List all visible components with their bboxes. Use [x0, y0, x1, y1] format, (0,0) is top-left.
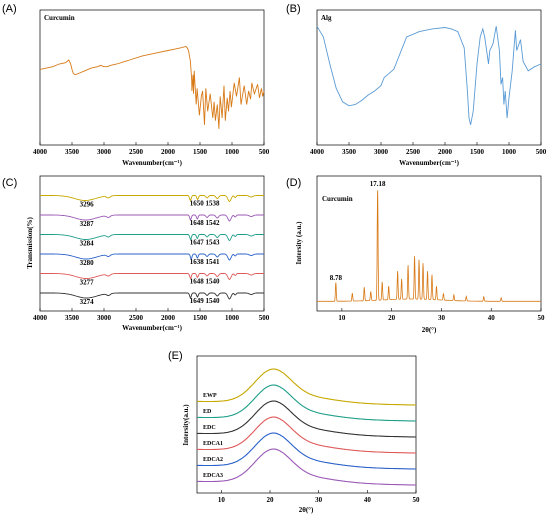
panel-c-xtick-label: 1500: [193, 314, 208, 322]
panel-d-xtick-label: 10: [338, 314, 346, 322]
panel-b-xtick-label: 2500: [406, 148, 421, 156]
panel-c-oh-peak-label: 3284: [80, 240, 95, 248]
panel-e-series-line: [197, 368, 416, 406]
panel-c-amide-peak-label: 1638 1541: [190, 258, 220, 266]
panel-b-xtick-label: 1000: [502, 148, 517, 156]
panel-c-amide-peak-label: 1647 1543: [190, 239, 220, 247]
panel-c-series-line: [40, 195, 264, 203]
panel-c-xtick-label: 3500: [65, 314, 80, 322]
panel-b-alg-line: [316, 25, 542, 125]
panel-d-xtick-label: 40: [488, 314, 496, 322]
panel-d-ylabel: Intersity (a.u.): [295, 221, 303, 265]
panel-a-xtick-label: 1000: [225, 148, 240, 156]
panel-a-xtick-label: 3000: [97, 148, 112, 156]
panel-b-xtick-label: 500: [536, 148, 547, 156]
panel-b-xtick-label: 3000: [374, 148, 389, 156]
panel-e-series-line: [197, 400, 416, 438]
panel-c-amide-peak-label: 1650 1538: [190, 200, 220, 208]
panel-b-frame: [316, 9, 542, 146]
panel-e-series-label: EDCA3: [203, 473, 223, 479]
panel-d-title: Curcumin: [322, 195, 353, 203]
panel-a-xtick-label: 2500: [129, 148, 144, 156]
panel-e-xtick-label: 20: [267, 496, 275, 504]
panel-d-peak-label: 8.78: [330, 274, 343, 282]
panel-c-xtick-label: 500: [259, 314, 270, 322]
panel-d-xlabel: 2θ(°): [422, 326, 437, 334]
panel-a-curcumin-line: [39, 46, 265, 129]
panel-e-series-line: [197, 416, 416, 454]
panel-c-amide-peak-label: 1648 1540: [190, 278, 220, 286]
panel-e-series-line: [197, 448, 416, 486]
panel-b-label: (B): [286, 3, 301, 15]
panel-e-xtick-label: 50: [413, 496, 421, 504]
panel-e-xtick-label: 30: [315, 496, 323, 504]
panel-c-amide-peak-label: 1648 1542: [190, 219, 220, 227]
panel-c-oh-peak-label: 3287: [80, 220, 95, 228]
panel-c-oh-peak-label: 3280: [80, 259, 95, 267]
panel-c-series-line: [40, 273, 264, 281]
panel-e-series-line: [197, 384, 416, 422]
panel-a: (A) Curcumin 4000 3500 3000 2500 2000 1500 100…: [2, 3, 270, 167]
panel-d: (D) Curcumin 10 20 30 40 50 2θ(°) Intersity …: [286, 175, 546, 334]
panel-c-series-line: [40, 214, 264, 222]
panel-e-series-label: EWP: [203, 393, 217, 399]
panel-c-xlabel: Wavenumber(cm⁻¹): [122, 324, 183, 332]
panel-d-frame: [316, 175, 542, 312]
panel-b-xtick-label: 3500: [342, 148, 357, 156]
panel-a-label: (A): [2, 3, 17, 15]
panel-e: (E) 10 20 30 40 50 2θ(°) Intersity(a.u.) EWP…: [168, 350, 420, 514]
panel-a-xtick-label: 1500: [193, 148, 208, 156]
panel-d-xtick-label: 30: [438, 314, 446, 322]
panel-b-xtick-label: 4000: [310, 148, 325, 156]
panel-a-xtick-label: 500: [259, 148, 270, 156]
panel-e-xlabel: 2θ(°): [299, 506, 314, 514]
panel-c-oh-peak-label: 3296: [80, 201, 95, 209]
panel-c: (C) 4000 3500 3000 2500 2000 1500 1000 500 Wave…: [2, 175, 270, 332]
panel-c-xtick-label: 3000: [97, 314, 112, 322]
panel-e-series-label: EDCA2: [203, 457, 223, 463]
panel-c-frame: [39, 175, 265, 312]
panel-e-ylabel: Intersity(a.u.): [182, 404, 190, 446]
panel-e-series-line: [197, 432, 416, 470]
panel-c-series-line: [40, 292, 264, 300]
panel-c-xtick-label: 1000: [225, 314, 240, 322]
panel-c-xtick-label: 2500: [129, 314, 144, 322]
panel-e-series-label: ED: [203, 409, 212, 415]
panel-c-label: (C): [2, 177, 17, 189]
panel-d-xtick-label: 50: [538, 314, 546, 322]
panel-b: (B) Alg 4000 3500 3000 2500 2000 1500 1000 500 …: [286, 3, 547, 167]
panel-d-peak-label: 17.18: [370, 180, 386, 188]
panel-e-label: (E): [168, 350, 183, 362]
panel-a-title: Curcumin: [44, 14, 75, 22]
panel-c-series-line: [40, 234, 264, 242]
panel-a-xtick-label: 4000: [33, 148, 48, 156]
panel-c-oh-peak-label: 3277: [80, 279, 95, 287]
panel-c-xtick-label: 2000: [161, 314, 176, 322]
panel-b-xtick-label: 2000: [438, 148, 453, 156]
panel-e-series-label: EDCA1: [203, 441, 223, 447]
panel-c-ylabel: Transmission(%): [26, 217, 34, 269]
panel-d-xrd-line: [317, 190, 541, 302]
panel-c-oh-peak-label: 3274: [80, 298, 95, 306]
panel-e-series-label: EDC: [203, 425, 216, 431]
panel-a-xtick-label: 3500: [65, 148, 80, 156]
panel-b-xtick-label: 1500: [470, 148, 485, 156]
panel-a-frame: [39, 9, 265, 146]
panel-c-series-line: [40, 253, 264, 261]
panel-a-xtick-label: 2000: [161, 148, 176, 156]
panel-b-xlabel: Wavenumber(cm⁻¹): [399, 159, 460, 167]
panel-a-xlabel: Wavenumber(cm⁻¹): [122, 159, 183, 167]
panel-e-xtick-label: 10: [218, 496, 226, 504]
panel-c-amide-peak-label: 1649 1540: [190, 297, 220, 305]
panel-b-title: Alg: [321, 14, 332, 22]
panel-d-xtick-label: 20: [388, 314, 396, 322]
panel-e-frame: [196, 355, 417, 494]
panel-d-label: (D): [286, 177, 301, 189]
panel-c-xtick-label: 4000: [33, 314, 48, 322]
panel-e-xtick-label: 40: [364, 496, 372, 504]
